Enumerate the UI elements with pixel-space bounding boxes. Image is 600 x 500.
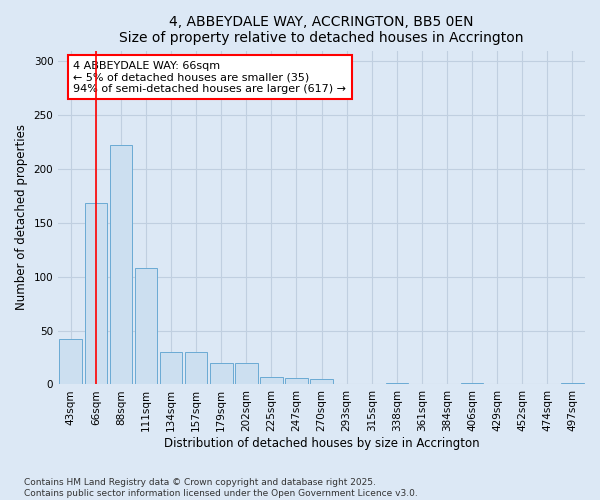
Bar xyxy=(235,363,257,384)
Bar xyxy=(160,352,182,384)
Bar xyxy=(285,378,308,384)
Y-axis label: Number of detached properties: Number of detached properties xyxy=(15,124,28,310)
Bar xyxy=(110,146,132,384)
Text: Contains HM Land Registry data © Crown copyright and database right 2025.
Contai: Contains HM Land Registry data © Crown c… xyxy=(24,478,418,498)
Bar xyxy=(260,377,283,384)
X-axis label: Distribution of detached houses by size in Accrington: Distribution of detached houses by size … xyxy=(164,437,479,450)
Bar xyxy=(85,204,107,384)
Bar xyxy=(185,352,208,384)
Bar xyxy=(210,363,233,384)
Bar xyxy=(59,339,82,384)
Title: 4, ABBEYDALE WAY, ACCRINGTON, BB5 0EN
Size of property relative to detached hous: 4, ABBEYDALE WAY, ACCRINGTON, BB5 0EN Si… xyxy=(119,15,524,45)
Bar xyxy=(310,379,333,384)
Text: 4 ABBEYDALE WAY: 66sqm
← 5% of detached houses are smaller (35)
94% of semi-deta: 4 ABBEYDALE WAY: 66sqm ← 5% of detached … xyxy=(73,60,346,94)
Bar xyxy=(134,268,157,384)
